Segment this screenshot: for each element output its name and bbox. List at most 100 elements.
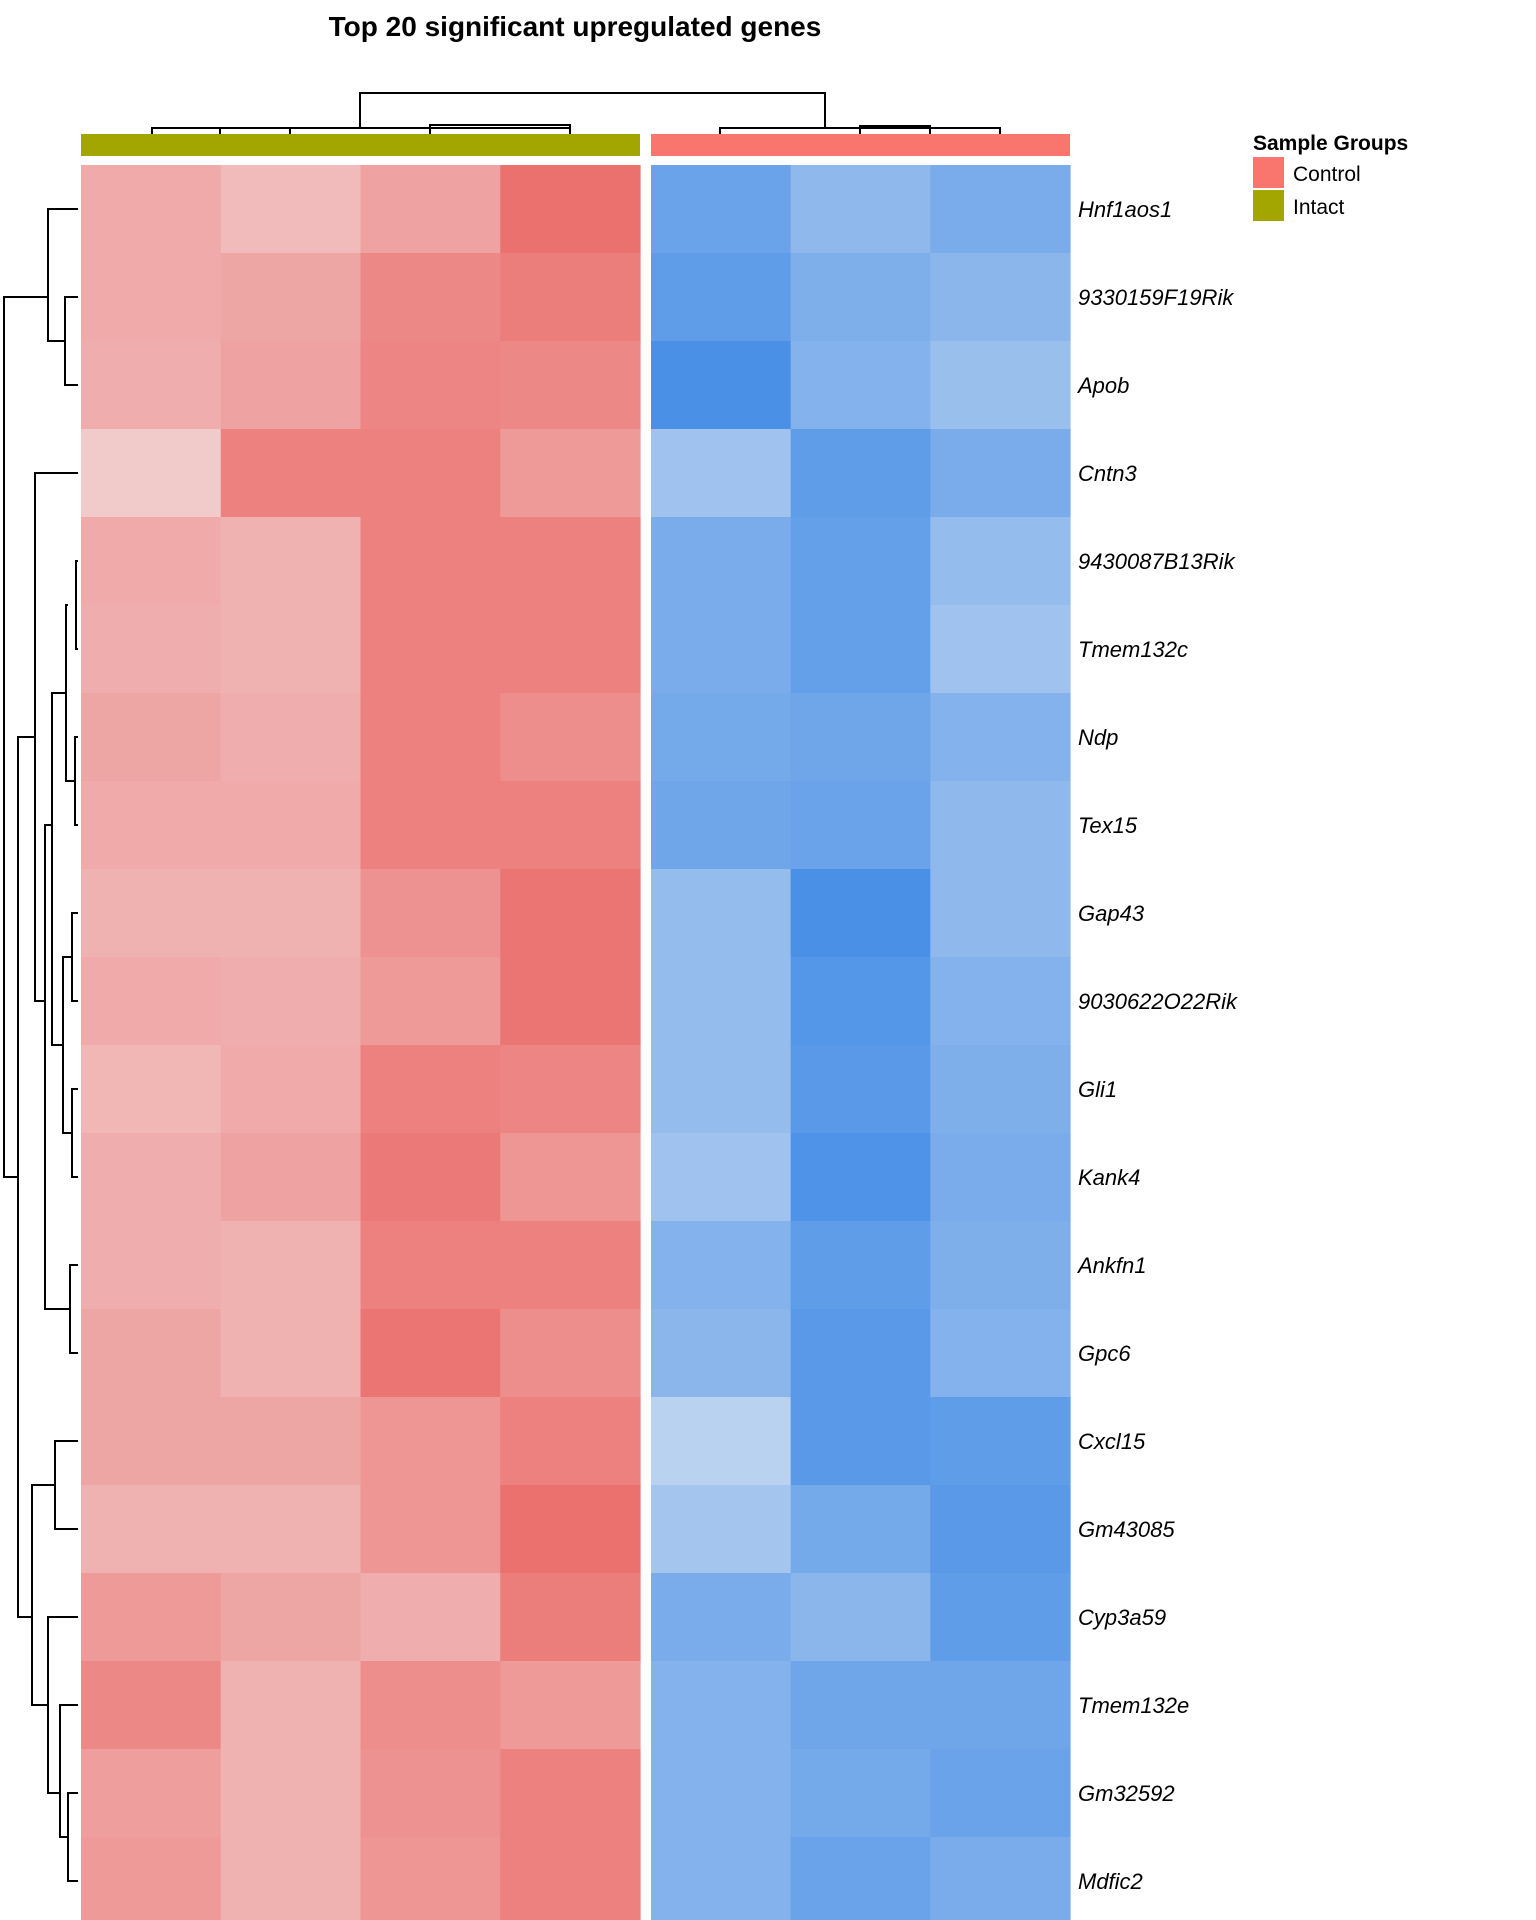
row-label: Cntn3 [1078, 461, 1137, 486]
heatmap-cell [500, 1661, 641, 1750]
heatmap-cell [651, 1749, 792, 1838]
heatmap-cell [790, 165, 931, 254]
legend: Sample Groups Control Intact [1253, 132, 1408, 221]
heatmap-cell [790, 1485, 931, 1574]
row-label: Kank4 [1078, 1165, 1140, 1190]
row-label: Gpc6 [1078, 1341, 1131, 1366]
heatmap-cell [651, 1309, 792, 1398]
heatmap-cell [220, 781, 362, 870]
heatmap-cell [81, 1397, 222, 1486]
heatmap-cell [651, 605, 792, 694]
heatmap-cell [360, 165, 501, 254]
heatmap-cell [81, 957, 222, 1046]
heatmap-cell [790, 253, 931, 342]
heatmap-cell [500, 1133, 641, 1222]
heatmap-cell [220, 165, 362, 254]
heatmap-cell [930, 1485, 1071, 1574]
chart-title: Top 20 significant upregulated genes [329, 11, 822, 42]
heatmap-cell [651, 1397, 792, 1486]
heatmap-cell [81, 869, 222, 958]
heatmap-cell [81, 1221, 222, 1310]
heatmap-cell [500, 517, 641, 606]
heatmap-cell [220, 517, 362, 606]
row-label: Gli1 [1078, 1077, 1117, 1102]
heatmap-cell [360, 1485, 501, 1574]
heatmap-cell [220, 693, 362, 782]
heatmap-cell [360, 1837, 501, 1920]
row-dendrogram-branch [69, 1264, 78, 1354]
row-dendrogram-branch [44, 824, 70, 1310]
heatmap-cell [81, 1573, 222, 1662]
row-labels: Hnf1aos1 9330159F19Rik Apob Cntn3 9430087B13… [1076, 197, 1238, 1894]
heatmap-cell [651, 1045, 792, 1134]
heatmap-cell [651, 1221, 792, 1310]
heatmap-cell [220, 1837, 362, 1920]
row-label: Cyp3a59 [1078, 1605, 1166, 1630]
heatmap-cell [651, 693, 792, 782]
heatmap-cell [220, 1221, 362, 1310]
heatmap-cell [790, 1837, 931, 1920]
heatmap-cell [500, 1221, 641, 1310]
heatmap-cell [360, 1221, 501, 1310]
heatmap-cell [81, 693, 222, 782]
heatmap-cell [360, 517, 501, 606]
heatmap-cell [220, 1397, 362, 1486]
row-dendrogram-branch [47, 208, 78, 342]
heatmap-cell [360, 1749, 501, 1838]
heatmap-cell [220, 429, 362, 518]
column-dendrogram-branch [429, 124, 571, 134]
heatmap-cell [651, 341, 792, 430]
heatmap-cell [500, 1485, 641, 1574]
row-dendrogram-branch [71, 1088, 78, 1178]
heatmap-cell [360, 1309, 501, 1398]
heatmap-cell [930, 693, 1071, 782]
row-label: Gm43085 [1078, 1517, 1175, 1542]
heatmap-cell [930, 429, 1071, 518]
heatmap-cell [930, 1309, 1071, 1398]
row-dendrogram-branch [62, 956, 72, 1134]
heatmap-cell [220, 1573, 362, 1662]
heatmap-cell [220, 1485, 362, 1574]
heatmap-cell [81, 605, 222, 694]
heatmap-cell [500, 1749, 641, 1838]
row-dendrogram-branch [65, 604, 75, 782]
heatmap-cell [81, 1837, 222, 1920]
row-dendrogram-branch [51, 692, 66, 1046]
heatmap-cell [790, 1573, 931, 1662]
column-group-annotation [81, 134, 1070, 156]
heatmap-cell [930, 957, 1071, 1046]
row-label: Mdfic2 [1078, 1869, 1143, 1894]
heatmap-cell [790, 1221, 931, 1310]
heatmap-cell [500, 165, 641, 254]
heatmap-cell [790, 1133, 931, 1222]
row-label: Tex15 [1078, 813, 1138, 838]
heatmap-cell [220, 1661, 362, 1750]
heatmap-cell [790, 781, 931, 870]
heatmap-cell [500, 1397, 641, 1486]
heatmap-cell [500, 693, 641, 782]
heatmap-cell [81, 1661, 222, 1750]
heatmap-cell [81, 1309, 222, 1398]
heatmap-cell [930, 869, 1071, 958]
heatmap-cell [500, 1837, 641, 1920]
row-dendrogram-root [3, 296, 48, 1178]
row-label: Apob [1076, 373, 1129, 398]
heatmap-cell [360, 869, 501, 958]
heatmap-cell [500, 1045, 641, 1134]
heatmap-cell [930, 605, 1071, 694]
row-label: Gap43 [1078, 901, 1145, 926]
heatmap-cell [651, 1661, 792, 1750]
group-bar-control [651, 134, 1070, 156]
row-dendrogram [3, 208, 78, 1882]
heatmap-cell [790, 693, 931, 782]
column-dendrogram-intact [151, 127, 571, 134]
heatmap-cell [220, 957, 362, 1046]
column-dendrogram [151, 92, 1001, 134]
heatmap-cell [220, 253, 362, 342]
heatmap-cell [81, 341, 222, 430]
heatmap-cell [651, 869, 792, 958]
heatmap-cell [81, 165, 222, 254]
heatmap-cell [81, 429, 222, 518]
heatmap-cell [930, 1661, 1071, 1750]
heatmap-cell [81, 1133, 222, 1222]
